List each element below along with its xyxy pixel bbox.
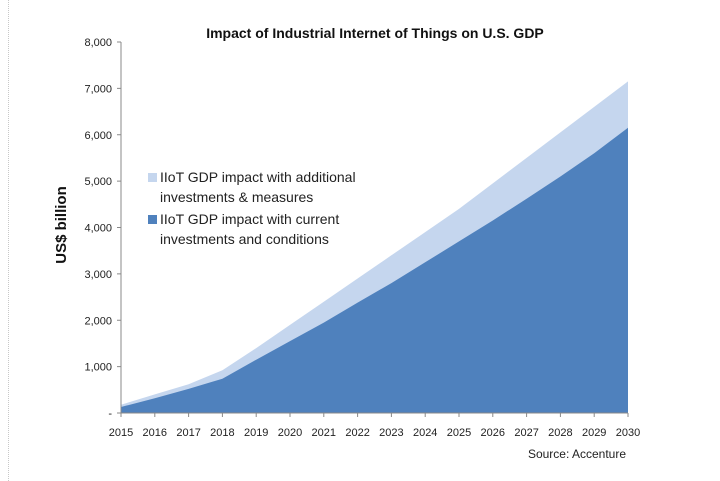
chart-title: Impact of Industrial Internet of Things … [206,25,544,41]
x-tick-label: 2024 [413,427,437,439]
x-tick-label: 2028 [548,427,572,439]
x-tick-label: 2023 [379,427,403,439]
legend: IIoT GDP impact with additional investmen… [148,169,356,247]
x-tick-label: 2018 [210,427,234,439]
legend-label: IIoT GDP impact with current [160,211,339,227]
x-tick-label: 2015 [109,427,133,439]
y-axis-label: US$ billion [53,186,70,264]
frame-border [8,0,9,481]
x-tick-label: 2019 [244,427,268,439]
y-tick-label: 5,000 [84,176,112,188]
y-tick-label: 2,000 [84,315,112,327]
x-tick-label: 2029 [582,427,606,439]
y-tick-label: 4,000 [84,223,112,235]
y-tick-label: 1,000 [84,362,112,374]
legend-label: investments and conditions [160,231,329,247]
area-series-2 [121,127,628,414]
x-tick-label: 2025 [447,427,471,439]
y-tick-label: 6,000 [84,130,112,142]
y-tick-label: 7,000 [84,83,112,95]
x-tick-label: 2027 [514,427,538,439]
legend-swatch [148,173,157,182]
x-tick-label: 2030 [616,427,640,439]
x-tick-label: 2022 [345,427,369,439]
legend-swatch [148,215,157,224]
legend-label: IIoT GDP impact with additional [160,169,356,185]
y-tick-label: - [108,408,112,420]
x-tick-label: 2017 [176,427,200,439]
x-tick-label: 2016 [143,427,167,439]
legend-label: investments & measures [160,189,313,205]
y-tick-label: 3,000 [84,269,112,281]
y-tick-label: 8,000 [84,37,112,49]
plot-area: - 1,000 2,000 3,000 4,000 5,000 6,000 7,000 8,00… [84,37,640,439]
x-tick-label: 2026 [481,427,505,439]
x-tick-label: 2021 [312,427,336,439]
source-note: Source: Accenture [528,447,626,461]
x-tick-label: 2020 [278,427,302,439]
